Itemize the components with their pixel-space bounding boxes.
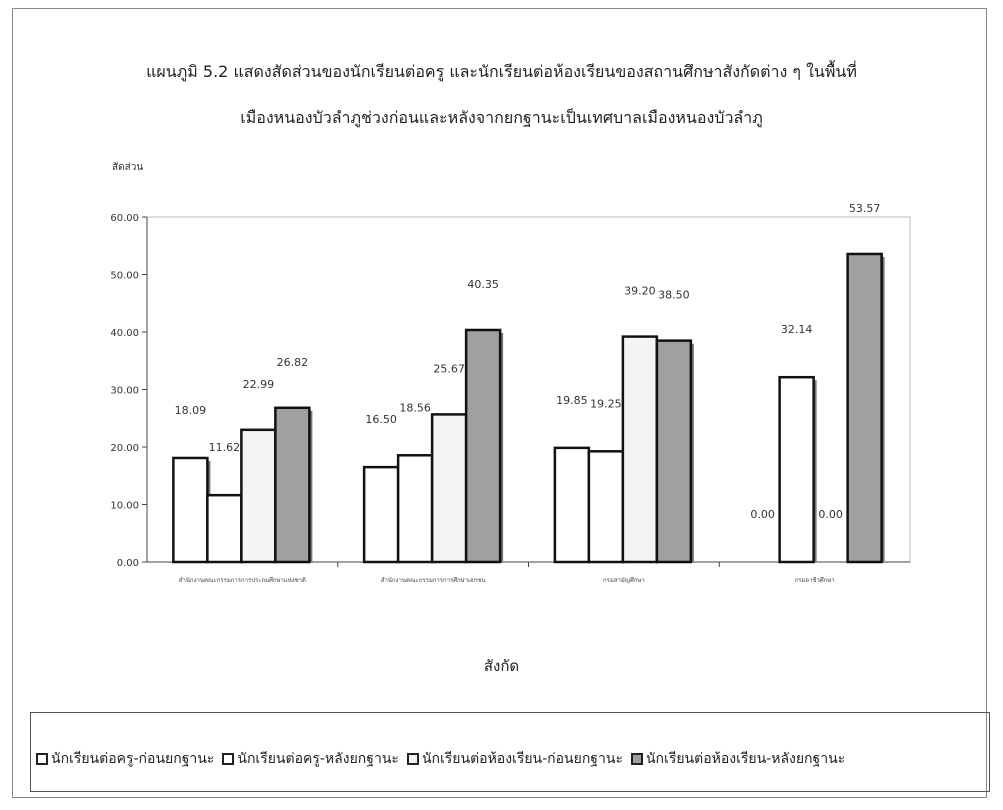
bar: [206, 493, 243, 564]
legend-item: นักเรียนต่อครู-ก่อนยกฐานะ: [36, 748, 214, 770]
bar: [274, 406, 311, 564]
data-label: 38.50: [658, 289, 690, 302]
bar: [587, 450, 625, 564]
legend-swatch: [406, 753, 419, 765]
legend-swatch: [36, 753, 48, 765]
legend-label: นักเรียนต่อครู-ก่อนยกฐานะ: [51, 751, 215, 767]
data-label: 11.62: [209, 441, 241, 454]
y-tick-label: 30.00: [110, 386, 139, 397]
chart-frame: [12, 8, 987, 798]
legend-item: นักเรียนต่อครู-หลังยกฐานะ: [222, 748, 399, 770]
data-label: 26.82: [277, 356, 309, 369]
bar: [172, 456, 209, 564]
data-label: 0.00: [750, 508, 775, 521]
data-label: 18.56: [399, 401, 431, 414]
legend-swatch: [222, 753, 235, 765]
legend-label: นักเรียนต่อห้องเรียน-หลังยกฐานะ: [645, 751, 846, 767]
y-tick-label: 10.00: [110, 501, 139, 512]
bar: [396, 454, 434, 564]
legend: นักเรียนต่อครู-ก่อนยกฐานะ นักเรียนต่อครู-…: [36, 748, 845, 770]
data-label: 39.20: [624, 285, 656, 298]
y-axis-label: สัดส่วน: [112, 162, 144, 173]
category-label: สำนักงานคณะกรรมการการประถมศึกษาแห่งชาติ: [179, 577, 306, 584]
data-label: 40.35: [467, 278, 499, 291]
legend-label: นักเรียนต่อครู-หลังยกฐานะ: [237, 751, 399, 767]
y-tick-label: 0.00: [117, 558, 139, 569]
data-label: 0.00: [818, 508, 843, 521]
category-label: สำนักงานคณะกรรมการการศึกษาเอกชน: [381, 577, 486, 584]
y-tick-label: 40.00: [110, 328, 139, 339]
legend-swatch: [630, 753, 643, 765]
category-label: กรมสามัญศึกษา: [603, 577, 645, 584]
bar: [778, 375, 815, 564]
data-label: 32.14: [781, 323, 813, 336]
y-tick-label: 20.00: [110, 443, 139, 454]
chart-title-line-2: เมืองหนองบัวลำภูช่วงก่อนและหลังจากยกฐานะ…: [240, 108, 763, 127]
chart-title-line-1: แผนภูมิ 5.2 แสดงสัดส่วนของนักเรียนต่อครู…: [146, 62, 857, 81]
data-label: 19.85: [556, 394, 588, 407]
legend-item: นักเรียนต่อห้องเรียน-หลังยกฐานะ: [630, 748, 846, 770]
bar: [464, 328, 502, 564]
data-label: 53.57: [849, 202, 881, 215]
data-label: 18.09: [175, 404, 207, 417]
bar: [430, 413, 468, 564]
data-label: 22.99: [243, 378, 275, 391]
x-axis-label: สังกัด: [483, 657, 520, 675]
bar: [240, 428, 277, 564]
bar: [655, 339, 693, 564]
data-label: 25.67: [433, 362, 465, 375]
bar: [846, 252, 883, 564]
bar: [362, 465, 400, 564]
legend-label: นักเรียนต่อห้องเรียน-ก่อนยกฐานะ: [421, 751, 623, 767]
legend-item: นักเรียนต่อห้องเรียน-ก่อนยกฐานะ: [406, 748, 623, 770]
data-label: 19.25: [590, 397, 622, 410]
bar: [621, 335, 659, 564]
category-label: กรมอาชีวศึกษา: [795, 576, 835, 584]
bar: [553, 446, 591, 564]
y-tick-label: 60.00: [110, 213, 139, 224]
y-tick-label: 50.00: [110, 271, 139, 282]
legend-box: [30, 712, 990, 792]
data-label: 16.50: [365, 413, 397, 426]
